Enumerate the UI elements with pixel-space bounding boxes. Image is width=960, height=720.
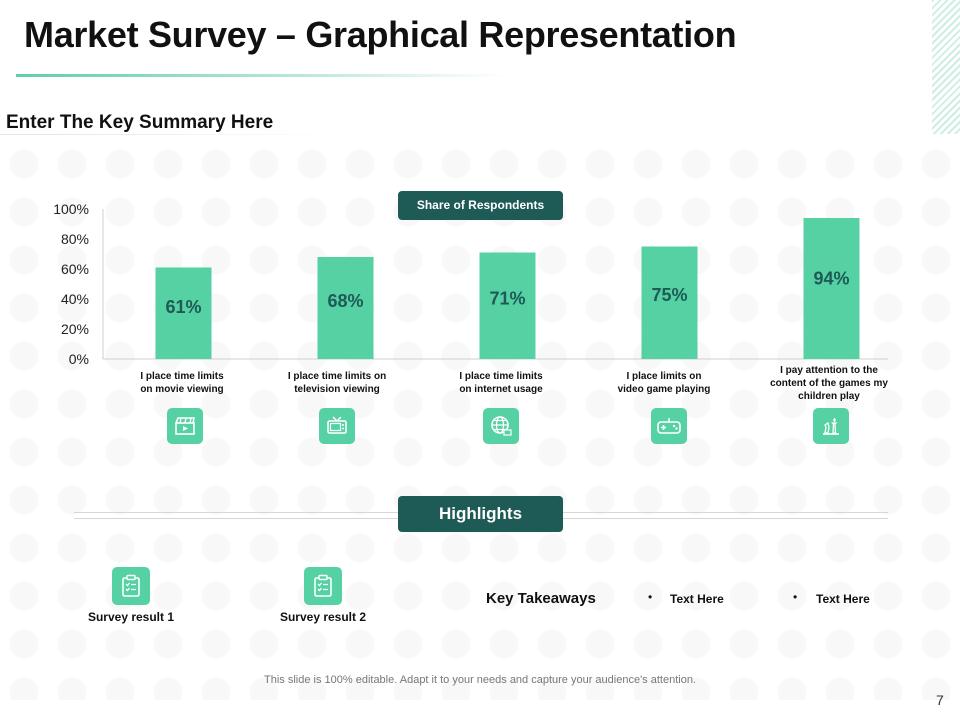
bar-value-label: 68%: [327, 291, 363, 311]
title-underline: [16, 74, 506, 77]
bar: [155, 267, 212, 359]
key-takeaways-label: Key Takeaways: [486, 590, 596, 607]
bar-value-label: 61%: [165, 297, 201, 317]
y-tick-label: 40%: [61, 291, 89, 307]
key-summary-heading: Enter The Key Summary Here: [6, 112, 274, 133]
category-label-line: I pay attention to the: [780, 365, 878, 376]
bar: [803, 218, 860, 359]
television-icon: [319, 408, 355, 444]
category-label-line: children play: [798, 391, 860, 402]
takeaway-item: Text Here: [670, 592, 724, 606]
highlights-label: Highlights: [398, 496, 563, 532]
category-label-video-games: I place limits on video game playing: [589, 370, 739, 396]
slide-title: Market Survey – Graphical Representation: [24, 14, 737, 55]
y-tick-label: 100%: [53, 201, 89, 217]
corner-hatch-decoration: [932, 0, 960, 134]
bar-value-labels: 61% 68% 71% 75% 94%: [165, 269, 849, 317]
bar-chart: 0% 20% 40% 60% 80% 100% 61% 68% 71% 75% 94%: [53, 201, 888, 367]
clipboard-icon: [112, 567, 150, 605]
y-tick-label: 60%: [61, 261, 89, 277]
y-tick-label: 20%: [61, 321, 89, 337]
bar-value-label: 71%: [489, 288, 525, 308]
y-axis-ticks: 0% 20% 40% 60% 80% 100%: [53, 201, 89, 367]
survey-result-2-label: Survey result 2: [279, 610, 367, 624]
bar: [317, 257, 374, 359]
takeaway-item: Text Here: [816, 592, 870, 606]
gamepad-icon: [651, 408, 687, 444]
y-tick-label: 80%: [61, 231, 89, 247]
globe-icon: [483, 408, 519, 444]
category-label-game-content: I pay attention to the content of the ga…: [754, 364, 904, 403]
category-label-line: on internet usage: [459, 384, 543, 395]
footer-note: This slide is 100% editable. Adapt it to…: [264, 674, 696, 686]
bar-value-label: 94%: [813, 269, 849, 289]
bar: [479, 252, 536, 359]
y-tick-label: 0%: [69, 351, 89, 367]
bar: [641, 246, 698, 359]
category-label-line: video game playing: [617, 384, 711, 395]
category-label-line: on movie viewing: [140, 384, 224, 395]
category-label-television: I place time limits on television viewin…: [262, 370, 412, 396]
category-label-line: I place time limits on: [287, 371, 387, 382]
category-label-line: I place limits on: [626, 371, 702, 382]
bullet-marker: •: [793, 590, 798, 604]
category-label-line: television viewing: [294, 384, 380, 395]
category-label-line: content of the games my: [770, 378, 888, 389]
survey-result-1-label: Survey result 1: [87, 610, 175, 624]
clapperboard-icon: [167, 408, 203, 444]
clipboard-icon: [304, 567, 342, 605]
chess-icon: [813, 408, 849, 444]
bar-value-label: 75%: [651, 285, 687, 305]
legend-share-of-respondents: Share of Respondents: [398, 191, 563, 220]
category-label-internet: I place time limits on internet usage: [426, 370, 576, 396]
category-label-line: I place time limits: [459, 371, 543, 382]
category-label-line: I place time limits: [140, 371, 224, 382]
subtitle-divider: [0, 134, 340, 135]
category-label-movie: I place time limits on movie viewing: [107, 370, 257, 396]
page-number: 7: [936, 692, 944, 708]
chart-bars: [155, 218, 860, 359]
bullet-marker: •: [648, 590, 653, 604]
